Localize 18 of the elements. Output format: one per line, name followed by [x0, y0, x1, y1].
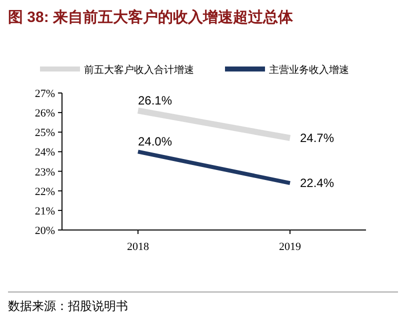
y-tick-label: 20% [34, 225, 55, 237]
legend-label: 前五大客户收入合计增速 [84, 64, 194, 76]
y-tick-label: 24% [34, 146, 55, 159]
y-tick-label: 21% [34, 205, 55, 218]
text: 24.7% [300, 131, 334, 146]
x-tick-label: 2019 [279, 241, 302, 253]
legend-label: 主营业务收入增速 [269, 64, 349, 76]
y-tick-label: 26% [34, 108, 55, 120]
text: 24.0% [138, 134, 172, 149]
y-tick-label: 23% [34, 166, 55, 178]
y-tick-label: 25% [34, 127, 55, 140]
text: 26.1% [138, 94, 172, 108]
text: 22.4% [300, 176, 334, 190]
x-tick-label: 2018 [127, 241, 150, 253]
source-note: 数据来源：招股说明书 [8, 299, 128, 313]
y-tick-label: 22% [34, 186, 55, 198]
y-tick-label: 27% [34, 88, 55, 100]
chart-title: 图 38: 来自前五大客户的收入增速超过总体 [8, 8, 294, 26]
